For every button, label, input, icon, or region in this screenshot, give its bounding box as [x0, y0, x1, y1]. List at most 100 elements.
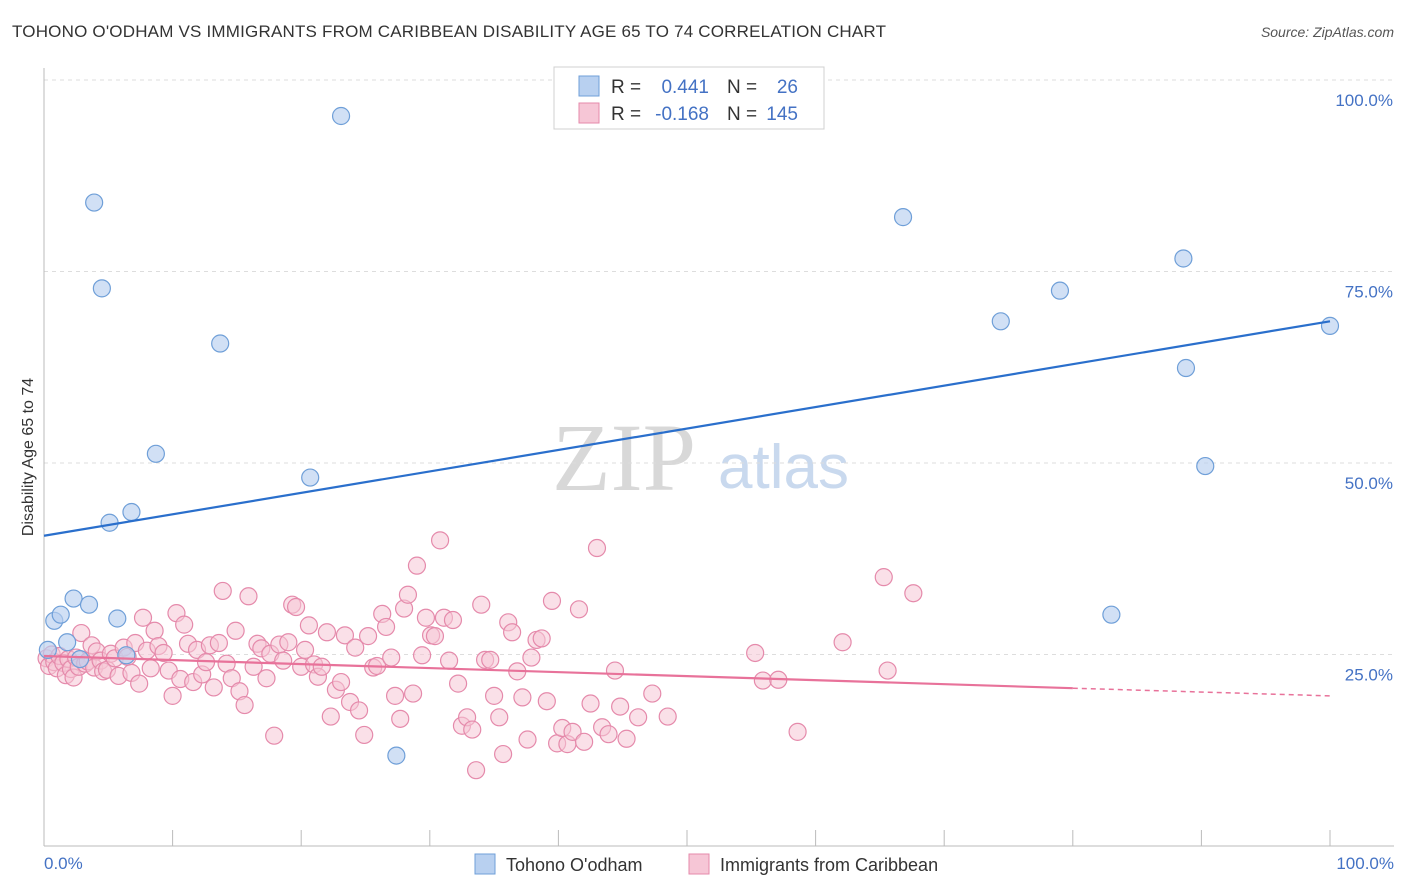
- data-point-caribbean: [537, 692, 556, 711]
- data-point-caribbean: [209, 633, 228, 653]
- bottom-legend-label-blue: Tohono O'odham: [506, 855, 643, 875]
- data-point-caribbean: [605, 661, 625, 680]
- data-point-caribbean: [403, 684, 423, 703]
- data-point-tohono: [991, 312, 1010, 331]
- legend: R = 0.441 N = 26 R = -0.168 N = 145: [553, 66, 825, 130]
- data-point-tohono: [1102, 605, 1121, 624]
- chart-source: Source: ZipAtlas.com: [1260, 24, 1394, 40]
- data-point-caribbean: [295, 640, 315, 660]
- data-point-caribbean: [581, 694, 600, 713]
- data-point-caribbean: [391, 709, 410, 728]
- y-tick-label: 75.0%: [1345, 283, 1393, 302]
- data-point-caribbean: [286, 597, 306, 617]
- x-tick-label-max: 100.0%: [1336, 854, 1394, 873]
- legend-swatch-blue: [578, 75, 600, 97]
- legend-r-label-pink: R =: [611, 104, 641, 125]
- data-point-caribbean: [239, 587, 258, 606]
- data-point-caribbean: [274, 651, 293, 670]
- legend-n-value-pink: 145: [766, 104, 798, 125]
- data-point-caribbean: [599, 725, 618, 744]
- data-point-caribbean: [376, 617, 396, 637]
- data-point-caribbean: [569, 600, 589, 619]
- data-point-caribbean: [439, 651, 459, 670]
- chart-title: TOHONO O'ODHAM VS IMMIGRANTS FROM CARIBB…: [12, 22, 887, 41]
- trend-line-caribbean: [43, 654, 1073, 690]
- data-point-caribbean: [494, 744, 513, 764]
- data-point-caribbean: [141, 659, 160, 678]
- legend-n-label-blue: N =: [727, 77, 757, 98]
- data-point-caribbean: [154, 643, 173, 663]
- data-point-tohono: [1050, 281, 1070, 300]
- data-point-tohono: [85, 193, 104, 212]
- data-point-tohono: [331, 106, 351, 126]
- data-point-tohono: [146, 444, 165, 463]
- data-point-tohono: [122, 502, 141, 522]
- data-point-caribbean: [312, 657, 331, 676]
- data-point-caribbean: [412, 646, 432, 665]
- data-point-caribbean: [145, 621, 164, 640]
- data-point-caribbean: [611, 697, 630, 716]
- data-point-caribbean: [448, 674, 468, 693]
- x-tick-label-min: 0.0%: [44, 854, 83, 873]
- data-point-caribbean: [335, 626, 355, 645]
- data-point-tohono: [1174, 249, 1193, 268]
- watermark-zip: ZIP: [552, 404, 696, 511]
- data-point-caribbean: [833, 633, 852, 652]
- data-point-tohono: [387, 746, 406, 765]
- data-point-caribbean: [518, 730, 537, 749]
- x-tick-marks: [172, 830, 1331, 846]
- data-point-caribbean: [746, 643, 765, 663]
- data-point-caribbean: [279, 633, 298, 652]
- bottom-legend-swatch-blue: [474, 853, 496, 875]
- data-point-tohono: [38, 640, 57, 660]
- data-point-tohono: [79, 595, 99, 614]
- data-point-tohono: [58, 633, 77, 652]
- data-point-caribbean: [658, 707, 677, 726]
- data-point-caribbean: [235, 695, 254, 715]
- data-point-caribbean: [226, 621, 245, 640]
- data-point-caribbean: [563, 722, 582, 741]
- data-point-caribbean: [346, 638, 365, 657]
- data-point-tohono: [1196, 456, 1215, 476]
- bottom-legend-swatch-pink: [688, 853, 710, 875]
- legend-r-value-pink: -0.168: [655, 104, 709, 125]
- data-point-caribbean: [321, 707, 340, 726]
- legend-swatch-pink: [578, 102, 600, 124]
- data-point-caribbean: [204, 678, 223, 697]
- data-point-caribbean: [407, 556, 427, 575]
- series-caribbean-points: [37, 531, 923, 780]
- data-point-caribbean: [425, 627, 445, 646]
- data-point-caribbean: [398, 585, 418, 604]
- data-point-caribbean: [299, 616, 319, 635]
- trend-lines: [43, 320, 1331, 697]
- data-point-caribbean: [349, 701, 369, 720]
- legend-n-value-blue: 26: [777, 77, 798, 98]
- legend-n-label-pink: N =: [727, 104, 757, 125]
- data-point-tohono: [108, 609, 127, 628]
- data-point-caribbean: [485, 686, 504, 705]
- legend-r-value-blue: 0.441: [661, 77, 709, 98]
- data-point-caribbean: [788, 722, 807, 741]
- data-point-caribbean: [443, 610, 463, 630]
- data-point-tohono: [51, 605, 70, 624]
- data-point-caribbean: [265, 726, 284, 745]
- data-point-caribbean: [753, 671, 772, 690]
- data-point-tohono: [1176, 358, 1196, 378]
- data-point-caribbean: [331, 672, 351, 692]
- y-tick-label: 50.0%: [1345, 474, 1393, 493]
- data-point-caribbean: [133, 608, 153, 627]
- y-axis-label: Disability Age 65 to 74: [20, 378, 37, 536]
- data-point-caribbean: [532, 629, 551, 648]
- data-point-caribbean: [472, 595, 491, 614]
- data-point-caribbean: [463, 720, 482, 739]
- data-point-caribbean: [874, 568, 893, 587]
- data-point-caribbean: [522, 648, 541, 667]
- data-point-tohono: [211, 334, 230, 353]
- data-point-caribbean: [513, 688, 532, 707]
- y-tick-labels: 25.0% 50.0% 75.0% 100.0%: [1335, 91, 1393, 685]
- data-point-tohono: [117, 646, 136, 665]
- data-point-tohono: [893, 208, 913, 227]
- data-point-caribbean: [355, 725, 374, 745]
- data-point-caribbean: [466, 761, 486, 780]
- data-point-caribbean: [430, 531, 450, 550]
